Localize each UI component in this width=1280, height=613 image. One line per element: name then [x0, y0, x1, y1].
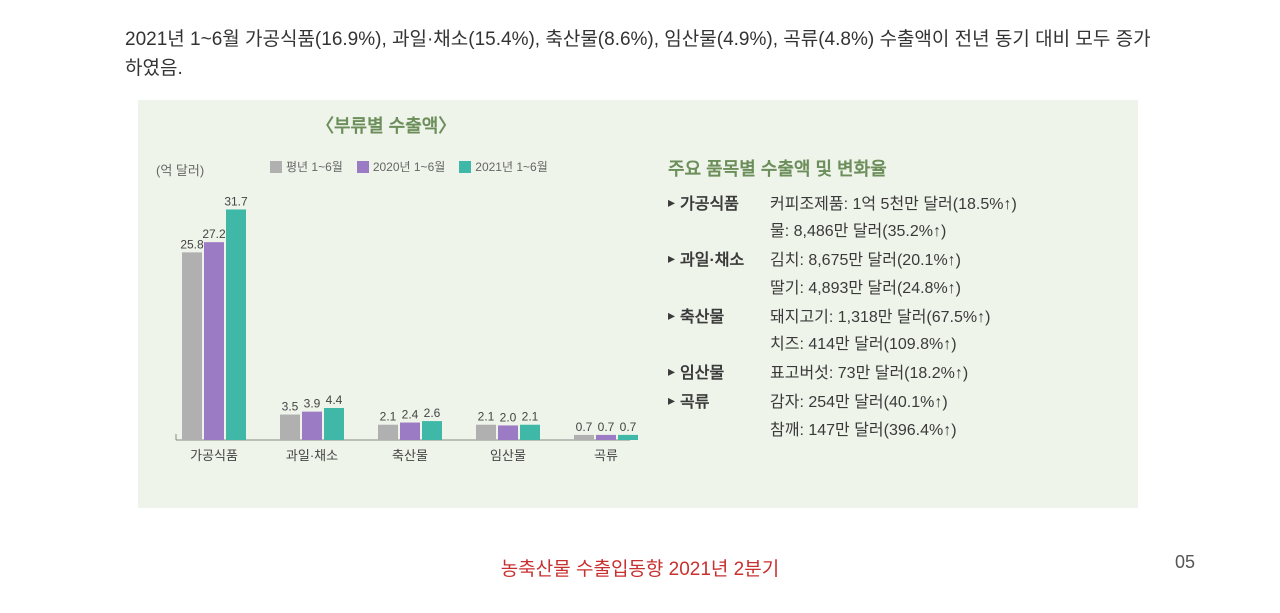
- info-detail: 감자: 254만 달러(40.1%↑)참깨: 147만 달러(396.4%↑): [770, 389, 1128, 443]
- triangle-icon: ▸: [668, 360, 680, 387]
- right-info-block: 주요 품목별 수출액 및 변화율 ▸가공식품커피조제품: 1억 5천만 달러(1…: [668, 155, 1128, 446]
- bar: [324, 408, 344, 440]
- bar-chart: 25.827.2 31.7 가공식품 3.5 3.9 4.4 과일·채소 2.1 2.4 2.6 축…: [168, 180, 638, 480]
- info-detail-line: 커피조제품: 1억 5천만 달러(18.5%↑): [770, 191, 1128, 218]
- info-category: 가공식품: [680, 191, 770, 245]
- bar-value-label: 3.9: [304, 397, 321, 411]
- legend-label: 평년 1~6월: [286, 158, 343, 175]
- chart-panel: 〈부류별 수출액〉 (억 달러) 평년 1~6월 2020년 1~6월 2021년 …: [138, 100, 1138, 508]
- bar-value-label: 0.7: [598, 420, 615, 434]
- y-axis-label: (억 달러): [156, 160, 204, 179]
- info-detail: 표고버섯: 73만 달러(18.2%↑): [770, 360, 1128, 387]
- intro-text: 2021년 1~6월 가공식품(16.9%), 과일·채소(15.4%), 축산…: [125, 25, 1160, 84]
- bar: [476, 425, 496, 440]
- bar-value-label: 0.7: [620, 420, 637, 434]
- bar: [378, 425, 398, 440]
- bar-value-label: 2.1: [380, 410, 397, 424]
- info-category: 임산물: [680, 360, 770, 387]
- legend-item: 2021년 1~6월: [459, 158, 547, 175]
- info-detail: 커피조제품: 1억 5천만 달러(18.5%↑)물: 8,486만 달러(35.…: [770, 191, 1128, 245]
- bar-value-label: 31.7: [224, 194, 248, 208]
- info-detail-line: 돼지고기: 1,318만 달러(67.5%↑): [770, 304, 1128, 331]
- bar-value-label: 4.4: [326, 393, 343, 407]
- category-label: 곡류: [594, 448, 618, 463]
- triangle-icon: ▸: [668, 304, 680, 358]
- bar: [498, 425, 518, 440]
- info-item: ▸과일·채소김치: 8,675만 달러(20.1%↑)딸기: 4,893만 달러…: [668, 247, 1128, 301]
- info-detail: 김치: 8,675만 달러(20.1%↑)딸기: 4,893만 달러(24.8%…: [770, 247, 1128, 301]
- triangle-icon: ▸: [668, 247, 680, 301]
- bar-value-label: 2.4: [402, 408, 419, 422]
- category-label: 축산물: [392, 448, 428, 463]
- info-category: 과일·채소: [680, 247, 770, 301]
- bar-value-label: 0.7: [576, 420, 593, 434]
- legend-item: 평년 1~6월: [270, 158, 343, 175]
- info-item: ▸축산물돼지고기: 1,318만 달러(67.5%↑)치즈: 414만 달러(1…: [668, 304, 1128, 358]
- bar: [520, 425, 540, 440]
- bar: [596, 435, 616, 440]
- chart-legend: 평년 1~6월 2020년 1~6월 2021년 1~6월: [270, 158, 548, 175]
- bar-value-label: 2.0: [500, 410, 517, 424]
- info-item: ▸임산물표고버섯: 73만 달러(18.2%↑): [668, 360, 1128, 387]
- info-item: ▸곡류감자: 254만 달러(40.1%↑)참깨: 147만 달러(396.4%…: [668, 389, 1128, 443]
- bar: [182, 252, 202, 440]
- info-detail-line: 김치: 8,675만 달러(20.1%↑): [770, 247, 1128, 274]
- bar: [400, 423, 420, 440]
- right-info-title: 주요 품목별 수출액 및 변화율: [668, 155, 1128, 181]
- category-label: 과일·채소: [286, 448, 338, 463]
- bar-value-label: 2.6: [424, 406, 441, 420]
- info-detail-line: 치즈: 414만 달러(109.8%↑): [770, 331, 1128, 358]
- category-label: 가공식품: [190, 448, 238, 463]
- bar-value-label: 2.1: [522, 410, 539, 424]
- triangle-icon: ▸: [668, 389, 680, 443]
- bar-value-label: 3.5: [282, 400, 299, 414]
- info-item: ▸가공식품커피조제품: 1억 5천만 달러(18.5%↑)물: 8,486만 달…: [668, 191, 1128, 245]
- bar: [226, 209, 246, 440]
- info-detail-line: 딸기: 4,893만 달러(24.8%↑): [770, 275, 1128, 302]
- bar: [422, 421, 442, 440]
- legend-swatch: [357, 161, 369, 173]
- info-detail-line: 물: 8,486만 달러(35.2%↑): [770, 218, 1128, 245]
- bar: [302, 412, 322, 440]
- info-detail-line: 감자: 254만 달러(40.1%↑): [770, 389, 1128, 416]
- info-detail: 돼지고기: 1,318만 달러(67.5%↑)치즈: 414만 달러(109.8…: [770, 304, 1128, 358]
- chart-title: 〈부류별 수출액〉: [316, 112, 456, 138]
- bar-value-label: 2.1: [478, 410, 495, 424]
- legend-item: 2020년 1~6월: [357, 158, 445, 175]
- legend-swatch: [270, 161, 282, 173]
- legend-label: 2020년 1~6월: [373, 158, 445, 175]
- bar: [280, 415, 300, 440]
- triangle-icon: ▸: [668, 191, 680, 245]
- info-detail-line: 표고버섯: 73만 달러(18.2%↑): [770, 360, 1128, 387]
- bar-value-label: 25.8: [180, 237, 204, 251]
- info-category: 곡류: [680, 389, 770, 443]
- category-label: 임산물: [490, 448, 526, 463]
- footer-title: 농축산물 수출입동향 2021년 2분기: [0, 554, 1280, 581]
- bar: [574, 435, 594, 440]
- bar-value-label: 27.2: [202, 227, 226, 241]
- page-number: 05: [1175, 552, 1195, 573]
- info-category: 축산물: [680, 304, 770, 358]
- info-detail-line: 참깨: 147만 달러(396.4%↑): [770, 417, 1128, 444]
- legend-label: 2021년 1~6월: [475, 158, 547, 175]
- legend-swatch: [459, 161, 471, 173]
- bar: [204, 242, 224, 440]
- bar: [618, 435, 638, 440]
